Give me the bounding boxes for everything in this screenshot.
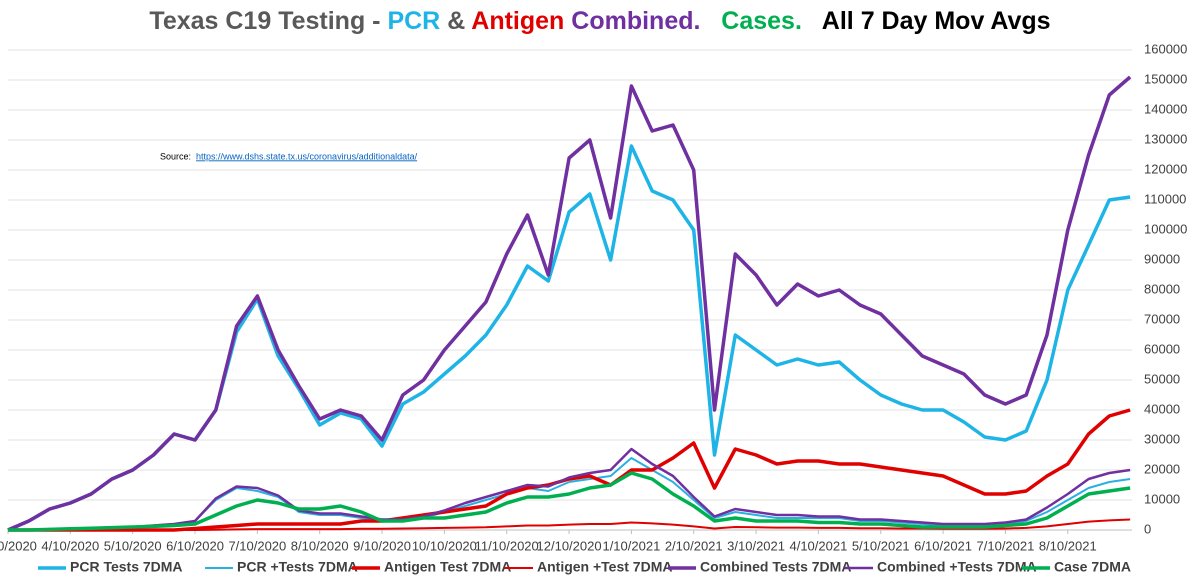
y-tick-label: 60000 [1144, 341, 1180, 356]
legend-label: Antigen Test 7DMA [384, 559, 511, 575]
source-label: Source: [160, 151, 191, 161]
x-tick-label: 11/10/2020 [475, 538, 539, 553]
series-line [7, 75, 1132, 532]
y-tick-label: 140000 [1144, 101, 1187, 116]
x-tick-label: 2/10/2021 [665, 538, 723, 553]
x-tick-label: 5/10/2020 [104, 538, 162, 553]
x-tick-label: 7/10/2021 [977, 538, 1035, 553]
series-line [8, 408, 1131, 532]
y-tick-label: 160000 [1144, 41, 1187, 56]
series-line [8, 471, 1131, 532]
x-tick-label: 7/10/2020 [228, 538, 286, 553]
x-tick-label: 4/10/2021 [789, 538, 847, 553]
legend: PCR Tests 7DMA PCR +Tests 7DMA Antigen Tes… [38, 559, 1131, 575]
grid: 0 10000 20000 30000 40000 50000 60000 70000 8000… [0, 41, 1187, 553]
x-tick-label: 1/10/2021 [602, 538, 660, 553]
x-tick-label: 5/10/2021 [852, 538, 910, 553]
title-part: Cases. [700, 7, 801, 35]
x-tick-label: 6/10/2021 [914, 538, 972, 553]
y-tick-label: 110000 [1144, 191, 1186, 206]
y-tick-label: 150000 [1144, 71, 1187, 86]
legend-label: PCR Tests 7DMA [70, 559, 183, 575]
y-tick-label: 80000 [1144, 281, 1180, 296]
y-tick-label: 130000 [1144, 131, 1187, 146]
y-tick-label: 120000 [1144, 161, 1187, 176]
title-part: All 7 Day Mov Avgs [802, 7, 1051, 35]
title-part: PCR [387, 7, 440, 35]
x-tick-label: 8/10/2021 [1039, 538, 1097, 553]
y-tick-label: 70000 [1144, 311, 1180, 326]
y-tick-label: 20000 [1144, 461, 1180, 476]
y-tick-label: 30000 [1144, 431, 1180, 446]
legend-label: Case 7DMA [1054, 559, 1131, 575]
series-line [8, 518, 1131, 531]
x-tick-label: 9/10/2020 [353, 538, 411, 553]
y-tick-label: 40000 [1144, 401, 1180, 416]
x-tick-label: 12/10/2020 [537, 538, 602, 553]
title-part: Combined. [564, 7, 700, 35]
x-tick-label: 3/10/2020 [0, 538, 37, 553]
x-tick-label: 4/10/2020 [41, 538, 99, 553]
plot-lines [7, 75, 1132, 532]
series-line [7, 144, 1131, 532]
chart-title: Texas C19 Testing - PCR & Antigen Combin… [149, 7, 1050, 35]
y-tick-label: 0 [1144, 521, 1151, 536]
source-link[interactable]: https://www.dshs.state.tx.us/coronavirus… [196, 151, 418, 161]
y-tick-label: 100000 [1144, 221, 1187, 236]
title-part: Antigen [471, 7, 564, 35]
y-tick-label: 50000 [1144, 371, 1180, 386]
title-part: & [440, 7, 471, 35]
x-tick-label: 8/10/2020 [291, 538, 349, 553]
x-tick-label: 6/10/2020 [166, 538, 224, 553]
title-part: Texas C19 Testing - [149, 7, 387, 35]
y-tick-label: 10000 [1144, 491, 1180, 506]
series-line [8, 447, 1131, 532]
legend-label: PCR +Tests 7DMA [237, 559, 358, 575]
x-tick-label: 3/10/2021 [727, 538, 785, 553]
y-tick-label: 90000 [1144, 251, 1180, 266]
x-tick-label: 10/10/2020 [412, 538, 477, 553]
legend-label: Combined Tests 7DMA [700, 559, 851, 575]
legend-label: Combined +Tests 7DMA [877, 559, 1037, 575]
legend-label: Antigen +Test 7DMA [537, 559, 672, 575]
